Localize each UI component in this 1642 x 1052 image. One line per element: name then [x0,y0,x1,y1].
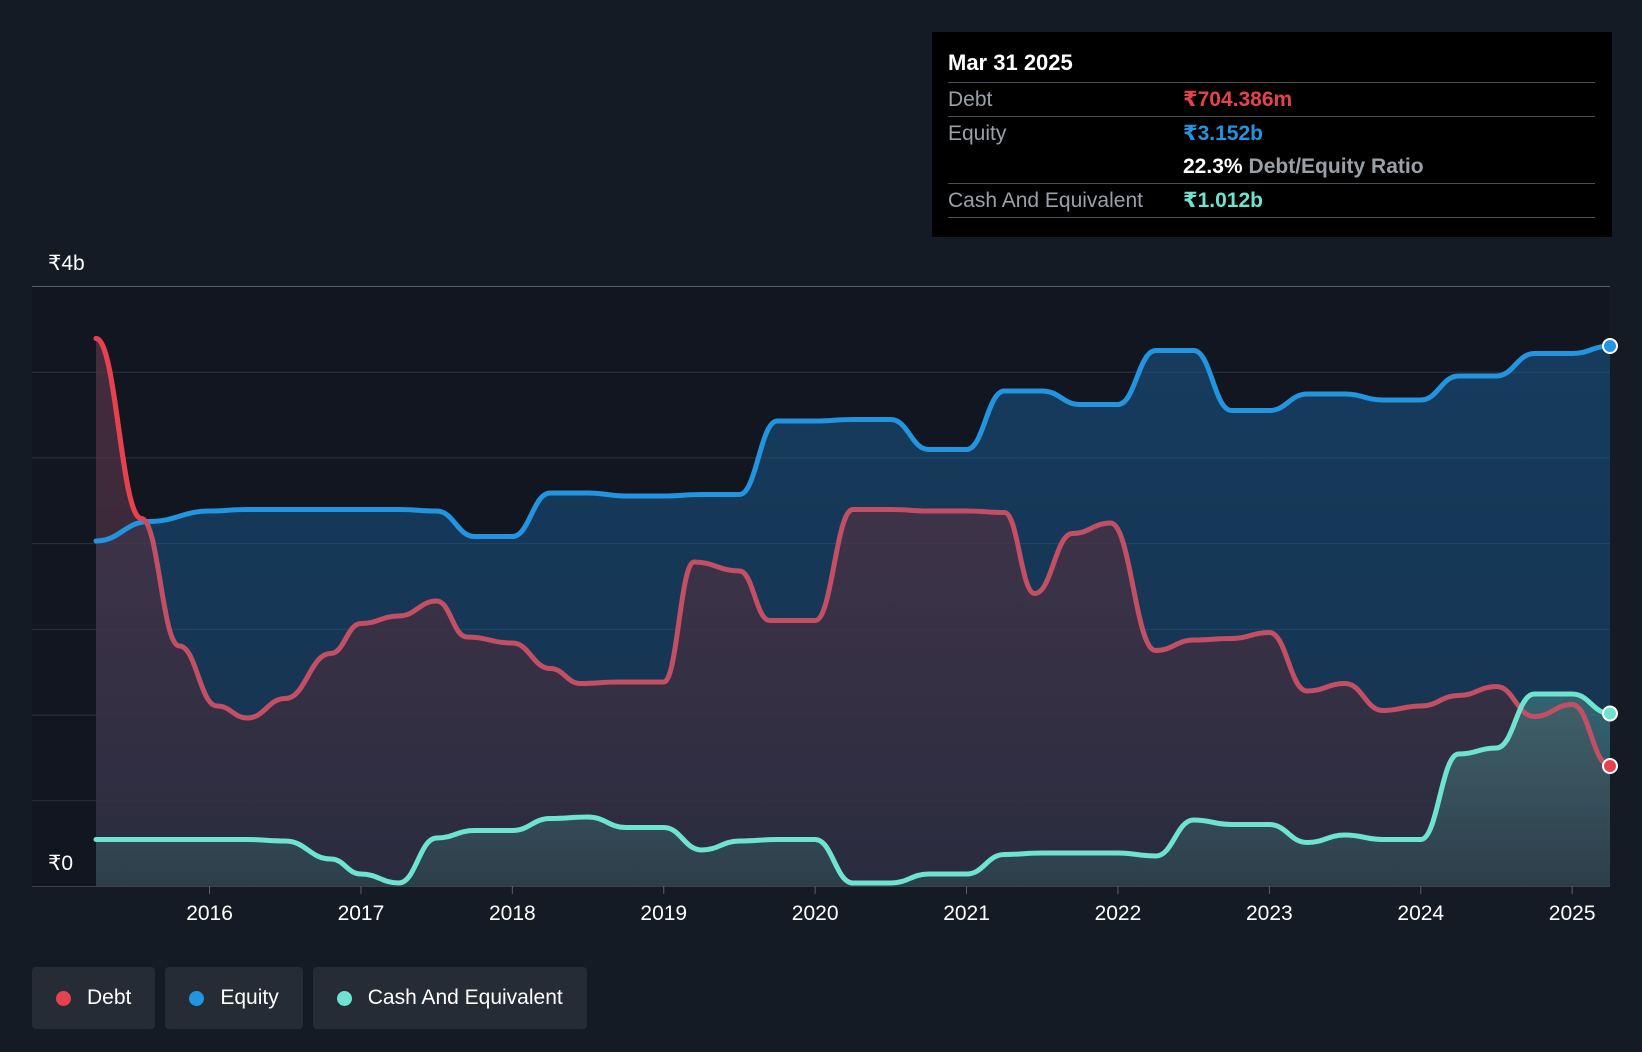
legend: Debt Equity Cash And Equivalent [32,967,587,1029]
legend-label-equity: Equity [220,986,279,1009]
x-tick-label: 2019 [640,902,687,925]
legend-item-debt[interactable]: Debt [32,967,156,1029]
x-tick-label: 2022 [1095,902,1142,925]
x-tick-label: 2017 [338,902,385,925]
equity-line [93,343,1613,544]
equity-end-point [1602,338,1618,354]
tooltip-debt-row: Debt ₹704.386m [948,82,1595,116]
tooltip-equity-row: Equity ₹3.152b [948,116,1595,150]
debt-end-point [1602,758,1618,774]
equity-dot-icon [189,990,205,1006]
y-tick-label-min: ₹0 [48,852,73,875]
tooltip-cash-label: Cash And Equivalent [948,189,1143,212]
legend-item-cash[interactable]: Cash And Equivalent [312,967,587,1029]
debt-line [93,336,1613,769]
y-axis-ticks: ₹0 ₹4b [48,252,85,875]
cash-and-equivalent-line [93,691,1613,886]
x-tick-label: 2024 [1397,902,1444,925]
x-tick-label: 2023 [1246,902,1293,925]
x-axis-ticks: 2016 2017 2018 2019 2020 2021 2022 2023 2024 2025 [186,886,1596,925]
tooltip-cash-value: ₹1.012b [1183,189,1263,212]
series-lines [93,336,1613,886]
tooltip-divider [948,217,1595,219]
x-tick-label: 2016 [186,902,233,925]
tooltip-ratio-value: 22.3% [1183,155,1243,178]
cash-dot-icon [336,990,352,1006]
legend-label-debt: Debt [87,986,132,1009]
tooltip-ratio-label: Debt/Equity Ratio [1248,155,1424,178]
tooltip-debt-value: ₹704.386m [1183,88,1293,111]
x-tick-label: 2018 [489,902,536,925]
series-end-markers [1602,338,1618,774]
debt-area [96,338,1610,886]
tooltip-date: Mar 31 2025 [948,50,1073,75]
tooltip: Mar 31 2025 Debt ₹704.386m Equity ₹3.152… [932,32,1612,237]
y-tick-label-max: ₹4b [48,252,85,275]
debt-line-start-segment [93,336,144,521]
tooltip-equity-value: ₹3.152b [1183,122,1263,145]
tooltip-equity-label: Equity [948,122,1007,145]
legend-item-equity[interactable]: Equity [165,967,303,1029]
legend-label-cash: Cash And Equivalent [367,986,563,1009]
cash-and-equivalent-end-point [1602,705,1618,722]
series-areas [96,338,1610,886]
tooltip-cash-row: Cash And Equivalent ₹1.012b [948,183,1595,217]
x-tick-label: 2020 [792,902,839,925]
cash-and-equivalent-area [96,694,1610,886]
tooltip-debt-label: Debt [948,88,993,111]
x-tick-label: 2021 [943,902,990,925]
tooltip-ratio-row: 22.3% Debt/Equity Ratio [948,150,1595,183]
debt-dot-icon [56,990,71,1006]
x-tick-label: 2025 [1549,902,1596,925]
